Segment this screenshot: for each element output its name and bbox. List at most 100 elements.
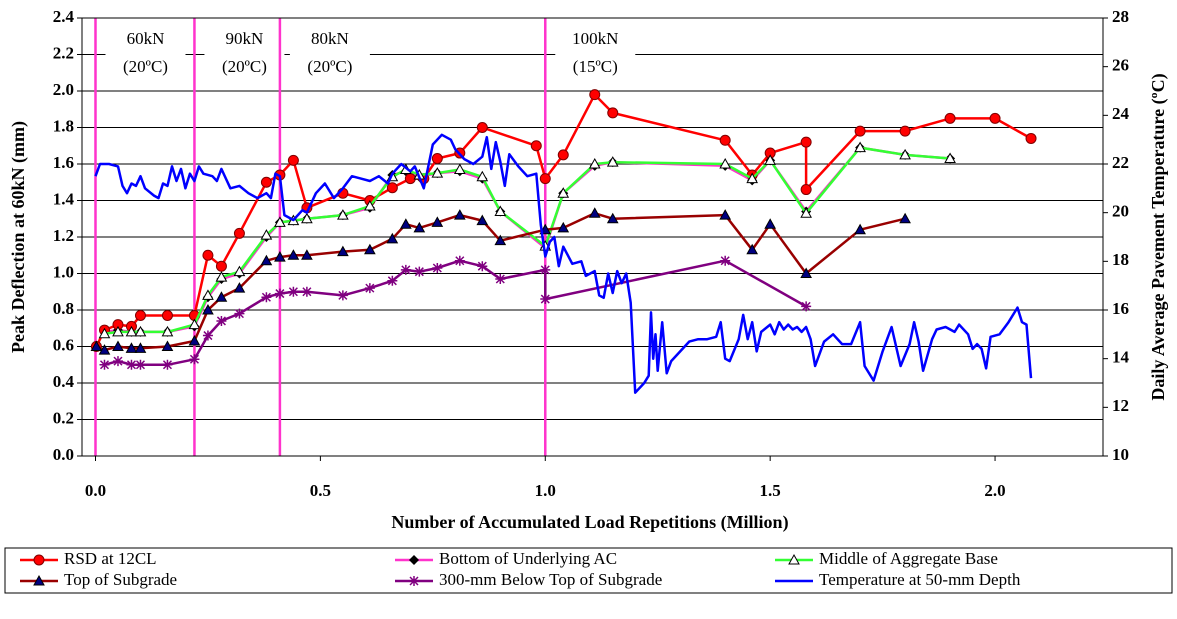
marker [134, 342, 147, 353]
marker [494, 205, 507, 216]
marker [606, 156, 619, 167]
marker [112, 340, 124, 351]
marker [530, 140, 542, 152]
marker [477, 261, 488, 272]
marker [233, 227, 245, 239]
annotation-text: (20ºC) [123, 57, 168, 76]
marker [161, 340, 174, 351]
annotation-text: 60kN [127, 29, 165, 48]
marker [337, 290, 348, 301]
axes: 0.0 0.2 0.4 0.6 0.8 1.0 1.2 1.4 1.6 1.8 2.0 2.2 2.4 1… [53, 7, 1130, 500]
y-tick-label: 1.4 [53, 189, 75, 208]
marker [387, 275, 398, 286]
marker [476, 214, 489, 226]
marker [431, 153, 443, 165]
legend-label: Middle of Aggregate Base [819, 549, 998, 568]
marker [800, 267, 812, 278]
marker [216, 315, 227, 326]
x-tick-label: 2.0 [984, 481, 1005, 500]
marker [454, 255, 465, 266]
marker [606, 212, 619, 224]
marker [189, 354, 200, 365]
y-axis-label: Peak Deflection at 60kN (mm) [8, 121, 29, 353]
marker [134, 325, 147, 337]
x-tick-label: 0.0 [85, 481, 106, 500]
marker [288, 286, 299, 297]
annotation-box [289, 24, 370, 84]
marker [764, 218, 777, 229]
marker [98, 327, 111, 339]
marker [364, 243, 376, 255]
marker [557, 149, 569, 161]
marker [404, 173, 416, 185]
annotations: 60kN (20ºC) 90kN (20ºC) 80kN (20ºC) 100kN (15ºC… [94, 18, 636, 456]
marker [764, 154, 777, 165]
marker [301, 286, 312, 297]
marker [274, 288, 285, 299]
marker [539, 173, 551, 185]
x-tick-label: 1.0 [535, 481, 556, 500]
legend-item: Top of Subgrade [20, 570, 177, 589]
marker [125, 325, 138, 337]
marker [800, 184, 812, 196]
y-tick-label: 0.8 [53, 299, 74, 318]
marker [202, 330, 213, 341]
marker [989, 112, 1001, 124]
annotation-text: 100kN [572, 29, 618, 48]
marker [719, 157, 732, 169]
legend-label: Top of Subgrade [64, 570, 177, 589]
y2-tick-label: 24 [1112, 104, 1130, 123]
marker [260, 254, 273, 266]
annotation-text: (20ºC) [307, 57, 352, 76]
marker [495, 273, 506, 284]
marker [540, 264, 551, 275]
marker [125, 342, 138, 353]
legend-label: Bottom of Underlying AC [439, 549, 617, 568]
marker [233, 282, 246, 293]
marker [135, 359, 146, 370]
y-tick-label: 2.0 [53, 80, 74, 99]
marker [540, 294, 551, 305]
marker [899, 212, 911, 224]
marker [399, 218, 412, 229]
marker [588, 157, 601, 169]
marker [899, 125, 911, 137]
y-tick-label: 1.8 [53, 116, 74, 135]
y-tick-label: 1.2 [53, 226, 74, 245]
marker [364, 199, 376, 211]
marker [162, 359, 173, 370]
marker [215, 260, 227, 272]
marker [899, 148, 911, 160]
marker [98, 344, 111, 355]
y2-tick-label: 26 [1112, 56, 1129, 75]
y-tick-label: 0.6 [53, 335, 74, 354]
marker [301, 249, 313, 260]
legend-label: Temperature at 50-mm Depth [819, 570, 1021, 589]
marker [386, 232, 399, 244]
y2-tick-label: 14 [1112, 348, 1130, 367]
y2-tick-label: 10 [1112, 445, 1129, 464]
marker [202, 303, 214, 315]
y-tick-label: 0.2 [53, 408, 74, 427]
y2-tick-label: 22 [1112, 153, 1129, 172]
marker [188, 318, 201, 330]
marker [453, 209, 466, 220]
marker [260, 176, 272, 188]
y-tick-label: 2.2 [53, 43, 74, 62]
marker [801, 301, 812, 312]
legend: RSD at 12CL Bottom of Underlying AC Middle… [20, 549, 1021, 589]
marker [337, 209, 349, 220]
marker [112, 325, 124, 337]
annotation-text: (15ºC) [573, 57, 618, 76]
marker [287, 249, 300, 260]
marker [413, 221, 426, 233]
series-group [98, 141, 956, 339]
marker [788, 553, 800, 565]
marker [234, 308, 245, 319]
marker [746, 172, 759, 184]
marker [233, 265, 246, 277]
marker [274, 251, 286, 262]
marker [453, 163, 466, 174]
marker [944, 112, 956, 124]
